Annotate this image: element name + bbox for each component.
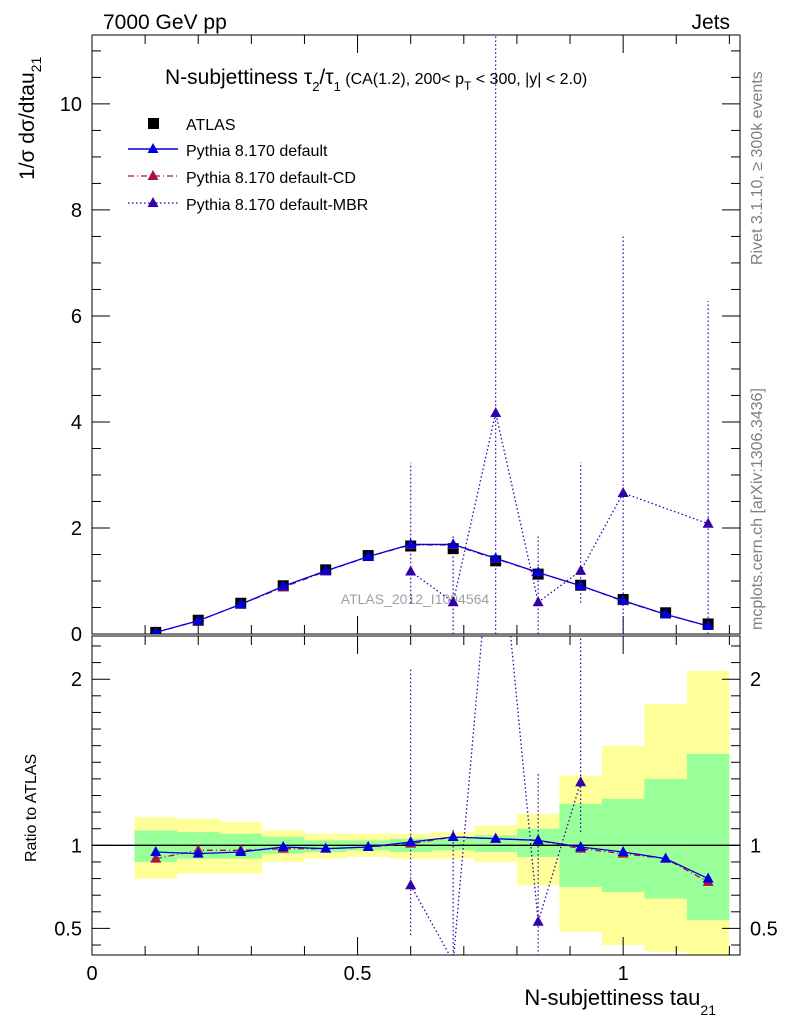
main-y-tick-label: 10 [60, 94, 82, 116]
plot-title: N-subjettiness τ2/τ1 (CA(1.2), 200< pT <… [165, 66, 587, 94]
main-frame [91, 34, 741, 635]
legend-marker-atlas [148, 118, 159, 129]
legend-label-atlas: ATLAS [186, 117, 236, 134]
legend-label-mbr: Pythia 8.170 default-MBR [186, 197, 368, 214]
marker-default [277, 580, 289, 591]
marker-default [490, 552, 502, 563]
marker-default [490, 832, 502, 843]
marker-default [320, 842, 332, 853]
series-line-cd [155, 544, 709, 634]
rivet-label: Rivet 3.1.10, ≥ 300k events [749, 71, 766, 265]
marker-mbr [405, 565, 417, 576]
band-green-bin [644, 778, 687, 899]
marker-mbr [532, 915, 544, 926]
marker-mbr [575, 564, 587, 575]
marker-default [192, 614, 204, 625]
legend-label-default: Pythia 8.170 default [186, 143, 328, 160]
band-green-bin [431, 838, 475, 851]
ratio-series-layer [150, 474, 714, 966]
main-y-tick-label: 0 [71, 624, 82, 646]
main-y-tick-label: 2 [71, 518, 82, 540]
marker-default [405, 836, 417, 847]
marker-mbr [490, 406, 502, 417]
series-line-cd [155, 836, 709, 883]
legend-label-cd: Pythia 8.170 default-CD [186, 170, 356, 187]
series-line-default [155, 836, 709, 880]
ratio-y-tick-label-right: 2 [750, 669, 761, 691]
header-right: Jets [691, 11, 730, 34]
marker-default [320, 564, 332, 575]
legend-marker-default [147, 143, 159, 153]
x-axis-label: N-subjettiness tau21 [524, 985, 716, 1018]
legend-marker-mbr [147, 197, 159, 207]
x-tick-label: 1 [618, 963, 629, 985]
marker-mbr [532, 596, 544, 607]
marker-default [362, 841, 374, 852]
ratio-y-tick-label: 1 [71, 835, 82, 857]
band-green-bin [686, 753, 730, 921]
marker-default [532, 566, 544, 577]
marker-mbr [447, 596, 459, 607]
marker-default [575, 841, 587, 852]
ratio-ylabel: Ratio to ATLAS [23, 754, 40, 862]
main-panel: 0 2 4 6 8 10 [60, 34, 741, 646]
marker-default [405, 538, 417, 549]
mcplots-label: mcplots.cern.ch [arXiv:1306.3436] [749, 388, 766, 630]
marker-default [192, 847, 204, 858]
legend: ATLAS Pythia 8.170 default Pythia 8.170 … [128, 117, 368, 214]
series-line-mbr [410, 636, 582, 955]
x-tick-label: 0.5 [344, 963, 372, 985]
marker-default [575, 579, 587, 590]
marker-default [532, 834, 544, 845]
analysis-watermark: ATLAS_2012_I1094564 [341, 591, 490, 607]
marker-cd [150, 852, 162, 863]
marker-default [660, 852, 672, 863]
marker-mbr [405, 879, 417, 890]
marker-default [702, 620, 714, 631]
ratio-y-tick-label: 0.5 [54, 918, 82, 940]
marker-default [235, 598, 247, 609]
ratio-y-tick-label-right: 1 [750, 835, 761, 857]
marker-mbr [617, 486, 629, 497]
marker-mbr [448, 956, 459, 966]
main-ylabel: 1/σ dσ/dtau21 [16, 57, 44, 180]
series-line-default [155, 543, 709, 634]
ratio-y-tick-label: 2 [71, 669, 82, 691]
marker-default [617, 594, 629, 605]
header-left: 7000 GeV pp [103, 11, 227, 34]
series-line-mbr [410, 412, 709, 604]
main-y-tick-label: 8 [71, 200, 82, 222]
marker-mbr [490, 474, 501, 484]
marker-mbr [575, 776, 587, 787]
marker-default [235, 845, 247, 856]
marker-default [150, 845, 162, 856]
x-tick-label: 0 [86, 963, 97, 985]
marker-default [447, 538, 459, 549]
marker-mbr [702, 517, 714, 528]
legend-marker-cd [147, 170, 159, 180]
marker-default [362, 550, 374, 561]
marker-default [277, 841, 289, 852]
ratio-y-tick-label-right: 0.5 [750, 918, 778, 940]
main-series-layer [150, 35, 714, 634]
main-y-tick-label: 6 [71, 306, 82, 328]
main-y-tick-label: 4 [71, 412, 82, 434]
marker-default [447, 831, 459, 842]
ratio-panel: 0 0.5 1 0.5 0.5 1 1 2 2 [54, 474, 778, 985]
marker-default [660, 608, 672, 619]
marker-default [702, 872, 714, 883]
marker-default [617, 845, 629, 856]
marker-default [151, 626, 160, 634]
